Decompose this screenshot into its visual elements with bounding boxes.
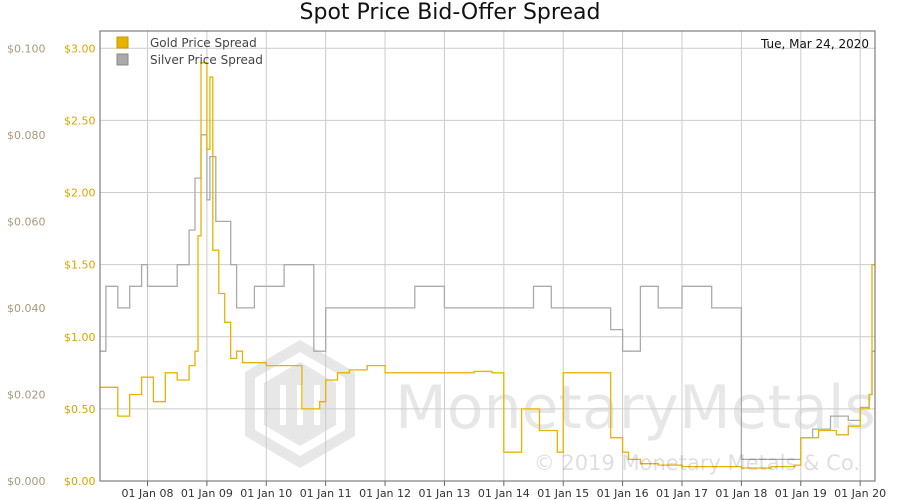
x-tick-label: 01 Jan 20 [834, 487, 886, 500]
plot-frame [99, 30, 876, 482]
legend-swatch-gold [116, 36, 129, 49]
x-axis: 01 Jan 08 01 Jan 09 01 Jan 10 01 Jan 11 01 J… [122, 481, 886, 500]
right-tick-label: $2.00 [64, 187, 96, 200]
x-tick-label: 01 Jan 18 [715, 487, 767, 500]
legend-label-silver: Silver Price Spread [150, 53, 263, 67]
right-axis: $0.00 $0.50 $1.00 $1.50 $2.00 $2.50 $3.00 [64, 42, 96, 488]
copyright-text: © 2019 Monetary Metals & Co. [534, 451, 860, 475]
legend-swatch-silver [116, 53, 129, 66]
left-axis: $0.000 $0.020 $0.040 $0.060 $0.080 $0.100 [7, 42, 46, 488]
legend: Gold Price Spread Silver Price Spread [116, 36, 263, 67]
chart-title: Spot Price Bid-Offer Spread [300, 0, 601, 25]
monetary-metals-logo [245, 340, 355, 468]
x-tick-label: 01 Jan 19 [775, 487, 827, 500]
series-line-gold [100, 62, 875, 469]
x-tick-label: 01 Jan 09 [181, 487, 233, 500]
x-tick-label: 01 Jan 14 [478, 487, 530, 500]
date-label: Tue, Mar 24, 2020 [760, 37, 869, 51]
left-tick-label: $0.100 [7, 42, 46, 55]
left-tick-label: $0.060 [7, 215, 46, 228]
series-line-silver [100, 134, 875, 461]
left-tick-label: $0.040 [7, 302, 46, 315]
monetary-metals-watermark: MonetaryMetals [245, 340, 876, 468]
x-tick-label: 01 Jan 11 [300, 487, 352, 500]
left-tick-label: $0.000 [7, 475, 46, 488]
x-tick-label: 01 Jan 08 [122, 487, 174, 500]
right-tick-label: $0.50 [64, 403, 96, 416]
right-tick-label: $2.50 [64, 114, 96, 127]
right-tick-label: $3.00 [64, 42, 96, 55]
right-tick-label: $1.50 [64, 259, 96, 272]
x-tick-label: 01 Jan 10 [240, 487, 292, 500]
watermark-brand: MonetaryMetals [395, 373, 876, 443]
legend-label-gold: Gold Price Spread [150, 36, 257, 50]
x-tick-label: 01 Jan 15 [537, 487, 589, 500]
left-tick-label: $0.080 [7, 129, 46, 142]
x-tick-label: 01 Jan 12 [359, 487, 411, 500]
x-tick-label: 01 Jan 13 [418, 487, 470, 500]
right-tick-label: $0.00 [64, 475, 96, 488]
right-tick-label: $1.00 [64, 331, 96, 344]
left-tick-label: $0.020 [7, 388, 46, 401]
x-tick-label: 01 Jan 17 [656, 487, 708, 500]
x-tick-label: 01 Jan 16 [597, 487, 649, 500]
series-layer [100, 62, 875, 469]
